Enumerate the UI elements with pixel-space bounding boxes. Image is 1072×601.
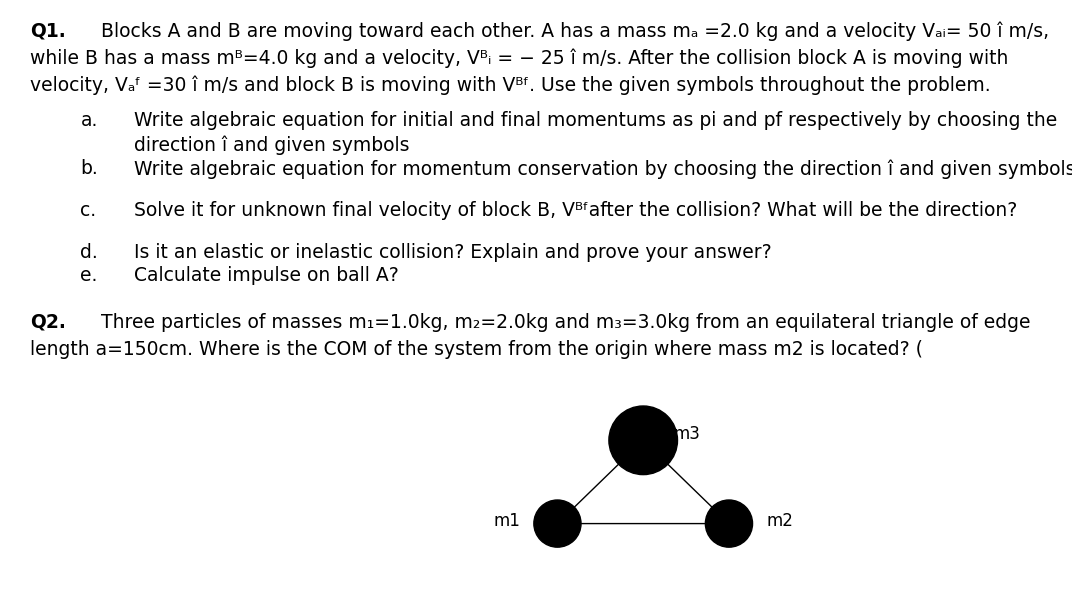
- Text: Solve it for unknown final velocity of block B, Vᴮᶠafter the collision? What wil: Solve it for unknown final velocity of b…: [134, 201, 1017, 221]
- Ellipse shape: [705, 500, 753, 547]
- Ellipse shape: [609, 406, 678, 475]
- Text: velocity, Vₐᶠ =30 î m/s and block B is moving with Vᴮᶠ. Use the given symbols th: velocity, Vₐᶠ =30 î m/s and block B is m…: [30, 75, 991, 94]
- Text: Q1.: Q1.: [30, 21, 65, 40]
- Text: Q2.: Q2.: [30, 313, 65, 332]
- Text: m2: m2: [766, 511, 793, 529]
- Text: Three particles of masses m₁=1.0kg, m₂=2.0kg and m₃=3.0kg from an equilateral tr: Three particles of masses m₁=1.0kg, m₂=2…: [101, 313, 1030, 332]
- Text: b.: b.: [80, 159, 99, 178]
- Text: Blocks A and B are moving toward each other. A has a mass mₐ =2.0 kg and a veloc: Blocks A and B are moving toward each ot…: [101, 21, 1048, 40]
- Ellipse shape: [534, 500, 581, 547]
- Text: while B has a mass mᴮ=4.0 kg and a velocity, Vᴮᵢ = − 25 î m/s. After the collisi: while B has a mass mᴮ=4.0 kg and a veloc…: [30, 48, 1009, 67]
- Text: Write algebraic equation for momentum conservation by choosing the direction î a: Write algebraic equation for momentum co…: [134, 159, 1072, 178]
- Text: Write algebraic equation for initial and final momentums as pi and pf respective: Write algebraic equation for initial and…: [134, 111, 1057, 130]
- Text: direction î and given symbols: direction î and given symbols: [134, 135, 410, 154]
- Text: e.: e.: [80, 266, 98, 285]
- Text: m3: m3: [673, 426, 700, 444]
- Text: Calculate impulse on ball A?: Calculate impulse on ball A?: [134, 266, 399, 285]
- Text: d.: d.: [80, 243, 99, 263]
- Text: c.: c.: [80, 201, 96, 221]
- Text: length a=150cm. Where is the COM of the system from the origin where mass m2 is : length a=150cm. Where is the COM of the …: [30, 340, 923, 359]
- Text: a.: a.: [80, 111, 98, 130]
- Text: Is it an elastic or inelastic collision? Explain and prove your answer?: Is it an elastic or inelastic collision?…: [134, 243, 772, 263]
- Text: m1: m1: [493, 511, 520, 529]
